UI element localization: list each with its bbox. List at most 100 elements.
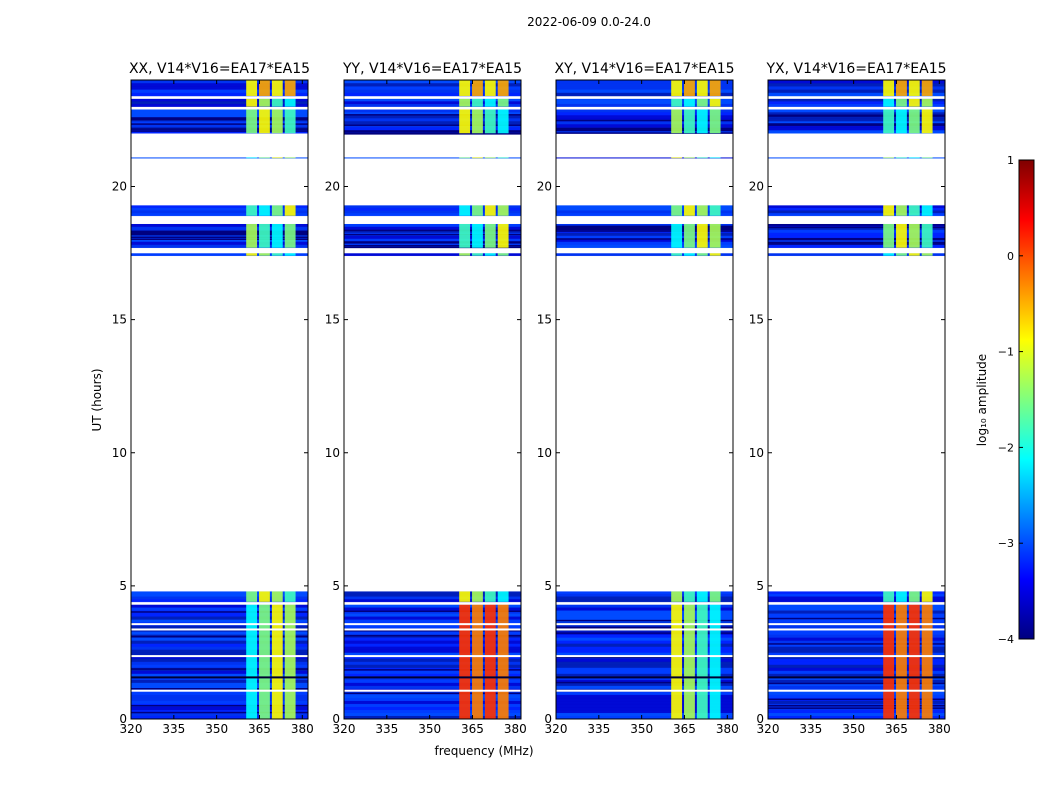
heatmap-row — [344, 97, 521, 107]
y-tick-label: 20 — [537, 180, 552, 194]
heatmap-noise-strip — [556, 691, 733, 696]
band-channel — [459, 205, 471, 216]
heatmap-dark-stripe — [556, 230, 733, 232]
band-channel — [259, 253, 270, 256]
heatmap-noise-strip — [556, 670, 733, 675]
band-channel — [497, 157, 509, 159]
heatmap-noise-strip — [768, 667, 945, 672]
heatmap-noise-strip — [768, 238, 945, 243]
heatmap-noise-strip — [556, 604, 733, 608]
x-tick-label: 320 — [757, 722, 780, 736]
heatmap-dark-stripe — [344, 246, 521, 249]
band-channel — [908, 98, 920, 107]
axes-frame — [343, 79, 522, 720]
row-gap — [556, 628, 733, 631]
heatmap-noise-strip — [556, 124, 733, 128]
heatmap-noise-strip — [768, 593, 945, 597]
heatmap-noise-strip — [131, 80, 308, 84]
band-channel — [896, 205, 907, 216]
heatmap-noise-strip — [344, 655, 521, 660]
row-gap — [131, 97, 308, 99]
y-tick-label: 0 — [756, 712, 764, 726]
heatmap-dark-stripe — [768, 237, 945, 240]
heatmap-noise-strip — [131, 676, 308, 681]
axes-frame — [130, 79, 309, 720]
y-tick-label: 5 — [544, 579, 552, 593]
band-channel — [696, 253, 708, 256]
heatmap-noise-strip — [344, 223, 521, 228]
heatmap-noise-strip — [131, 210, 308, 214]
x-tick-label: 365 — [673, 722, 696, 736]
band-channel — [271, 205, 283, 216]
heatmap-noise-strip — [556, 86, 733, 90]
heatmap-dark-stripe — [556, 681, 733, 684]
band-channel — [896, 591, 907, 602]
band-channel — [696, 157, 708, 159]
band-channel — [921, 253, 933, 256]
heatmap-row — [131, 79, 308, 97]
heatmap-noise-strip — [344, 712, 521, 717]
heatmap-noise-strip — [556, 706, 733, 711]
row-gap — [344, 204, 521, 206]
heatmap-row — [344, 108, 521, 135]
band-channel — [472, 591, 483, 602]
y-tick-label: 0 — [544, 712, 552, 726]
row-gap — [556, 97, 733, 99]
band-channel — [696, 205, 708, 216]
row-gap — [344, 252, 521, 254]
band-channel — [908, 223, 920, 248]
heatmap-noise-strip — [131, 89, 308, 94]
x-tick-label: 365 — [461, 722, 484, 736]
heatmap-noise-strip — [556, 101, 733, 105]
heatmap-dark-stripe — [556, 627, 733, 630]
band-channel — [696, 223, 708, 248]
band-channel — [472, 157, 483, 159]
x-tick-label: 380 — [291, 722, 314, 736]
heatmap-noise-strip — [556, 207, 733, 211]
heatmap-noise-strip — [131, 241, 308, 246]
heatmap-noise-strip — [556, 700, 733, 705]
row-gap — [556, 222, 733, 224]
heatmap-dark-stripe — [344, 630, 521, 632]
row-gap — [768, 655, 945, 658]
heatmap-noise-strip — [131, 157, 308, 159]
heatmap-noise-strip — [768, 130, 945, 134]
heatmap-noise-strip — [131, 715, 308, 720]
band-channel — [459, 223, 471, 248]
x-tick-label: 380 — [928, 722, 951, 736]
heatmap-noise-strip — [131, 223, 308, 228]
heatmap-noise-strip — [768, 691, 945, 696]
heatmap-row — [768, 97, 945, 107]
heatmap-noise-strip — [556, 591, 733, 595]
heatmap-row — [768, 603, 945, 720]
heatmap-row — [344, 156, 521, 159]
row-gap — [768, 623, 945, 626]
heatmap-noise-strip — [556, 213, 733, 217]
heatmap-row — [556, 79, 733, 97]
band-channel — [908, 80, 920, 96]
y-tick-label: 20 — [325, 180, 340, 194]
colorbar-label: log₁₀ amplitude — [975, 354, 989, 446]
heatmap-row — [768, 79, 945, 97]
heatmap-noise-strip — [344, 604, 521, 608]
heatmap-noise-strip — [344, 664, 521, 669]
band-channel — [271, 98, 283, 107]
heatmap-noise-strip — [344, 670, 521, 675]
heatmap-row — [344, 79, 521, 97]
band-channel — [684, 80, 695, 96]
heatmap-dark-stripe — [768, 243, 945, 245]
heatmap-row — [556, 252, 733, 257]
heatmap-noise-strip — [131, 652, 308, 657]
heatmap-dark-stripe — [131, 688, 308, 690]
heatmap-noise-strip — [556, 694, 733, 699]
heatmap-noise-strip — [131, 599, 308, 603]
band-channel — [259, 157, 270, 159]
heatmap-noise-strip — [768, 210, 945, 214]
band-channel — [484, 591, 496, 602]
heatmap-dark-stripe — [131, 128, 308, 130]
heatmap-noise-strip — [556, 223, 733, 228]
band-channel — [709, 80, 721, 96]
band-channel — [472, 223, 483, 248]
x-tick-label: 380 — [504, 722, 527, 736]
heatmap-noise-strip — [344, 676, 521, 681]
